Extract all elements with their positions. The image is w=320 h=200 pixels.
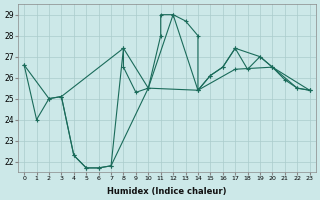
X-axis label: Humidex (Indice chaleur): Humidex (Indice chaleur)	[107, 187, 227, 196]
